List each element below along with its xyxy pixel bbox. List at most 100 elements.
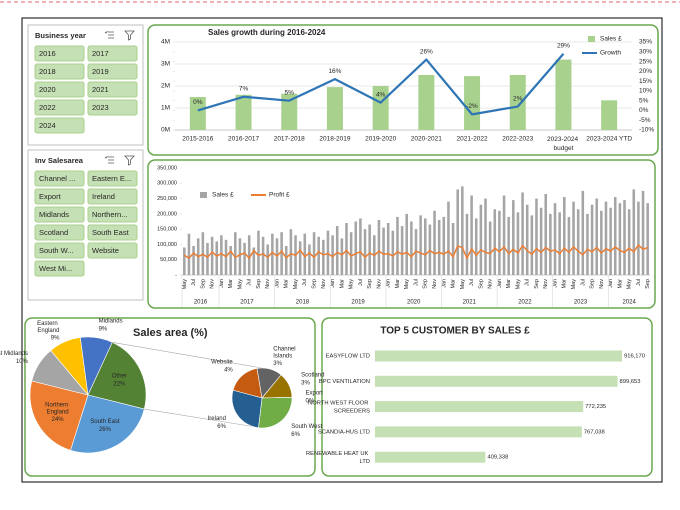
slicer-button[interactable] <box>87 224 138 241</box>
slicer-item[interactable]: West Mi... <box>39 264 72 273</box>
slicer-button[interactable] <box>87 242 138 259</box>
slicer-button[interactable] <box>34 81 85 98</box>
bar <box>623 200 626 275</box>
bar <box>464 76 481 130</box>
pie-slice <box>231 389 263 429</box>
x-tick-label: May <box>293 279 299 290</box>
slicer-item[interactable]: Website <box>92 246 119 255</box>
data-label: 29% <box>557 42 570 49</box>
bar <box>447 201 450 275</box>
pie-value-label: 24% <box>52 417 65 423</box>
clear-filter-icon[interactable] <box>124 155 135 166</box>
slicer-button[interactable] <box>34 242 85 259</box>
bar <box>581 190 585 275</box>
x-tick-label: Sep <box>645 279 651 289</box>
x-tick-label: Mar <box>451 279 457 289</box>
slicer-button[interactable] <box>34 260 85 277</box>
pie-label: South East <box>90 419 120 425</box>
slicer-button[interactable] <box>34 117 85 134</box>
pie-slice <box>87 341 147 410</box>
bar <box>493 209 497 275</box>
bar <box>618 203 622 275</box>
slicer-item[interactable]: 2024 <box>39 121 56 130</box>
slicer-item[interactable]: Channel ... <box>39 174 75 183</box>
bar <box>312 232 316 275</box>
x-tick-label: Jan <box>608 279 614 288</box>
x-tick-label: Sep <box>367 279 373 289</box>
slicer-button[interactable] <box>87 45 138 62</box>
multi-select-icon[interactable] <box>104 30 114 39</box>
slicer-item[interactable]: 2018 <box>39 67 56 76</box>
x-tick-label: Nov <box>210 279 216 289</box>
slicer-button[interactable] <box>34 224 85 241</box>
bar <box>220 235 223 275</box>
slicer-item[interactable]: 2017 <box>92 49 109 58</box>
clear-filter-icon[interactable] <box>124 30 135 41</box>
slicer-button[interactable] <box>87 170 138 187</box>
slicer-button[interactable] <box>34 206 85 223</box>
slicer-button[interactable] <box>87 188 138 205</box>
slicer-button[interactable] <box>34 45 85 62</box>
slicer-button[interactable] <box>87 99 138 116</box>
bar <box>637 201 640 275</box>
slicer-item[interactable]: 2016 <box>39 49 56 58</box>
bar <box>632 189 636 275</box>
y2-tick-label: 35% <box>639 39 652 46</box>
slicer-button[interactable] <box>87 206 138 223</box>
slicer-button[interactable] <box>34 170 85 187</box>
slicer-item[interactable]: 2020 <box>39 85 56 94</box>
slicer-item[interactable]: Midlands <box>39 210 69 219</box>
x-tick-label: Mar <box>562 279 568 289</box>
x-group-label: 2022 <box>518 300 532 306</box>
y2-tick-label: -5% <box>639 117 651 124</box>
slicer-button[interactable] <box>87 63 138 80</box>
x-tick-label: Mar <box>284 279 290 289</box>
bar <box>386 223 390 275</box>
bar <box>502 195 506 275</box>
bar <box>363 229 367 275</box>
y-tick-label: SCANDIA-HUS LTD <box>318 429 370 435</box>
slicer-item[interactable]: 2019 <box>92 67 109 76</box>
bar <box>308 244 311 275</box>
slicer-item[interactable]: 2023 <box>92 103 109 112</box>
pie-value-label: 3% <box>273 361 282 367</box>
slicer-item[interactable]: Scotland <box>39 228 68 237</box>
pie-label: Other <box>112 374 127 380</box>
slicer-title: Business year <box>35 31 86 40</box>
pie-value-label: 9% <box>99 327 108 333</box>
x-tick-label: Sep <box>312 279 318 289</box>
slicer-item[interactable]: Export <box>39 192 62 201</box>
slicer-item[interactable]: 2021 <box>92 85 109 94</box>
slicer-button[interactable] <box>87 81 138 98</box>
slicer-item[interactable]: Northern... <box>92 210 127 219</box>
bar <box>525 204 529 275</box>
bar <box>433 210 436 275</box>
pie-value-label: 4% <box>224 367 233 373</box>
bar <box>189 97 206 130</box>
x-tick-label: Jan <box>330 279 336 288</box>
bar <box>509 75 526 130</box>
x-tick-label: Jul <box>358 279 364 286</box>
slicer-button[interactable] <box>34 188 85 205</box>
x-tick-label: 2015-2016 <box>182 136 213 143</box>
x-tick-label: Nov <box>265 279 271 289</box>
bar <box>234 232 237 275</box>
slicer-item[interactable]: South East <box>92 228 130 237</box>
y2-tick-label: -10% <box>639 127 654 134</box>
slicer-button[interactable] <box>34 99 85 116</box>
slicer-item[interactable]: South W... <box>39 246 74 255</box>
slicer-item[interactable]: Ireland <box>92 192 115 201</box>
pie-label: Midlands <box>99 319 123 325</box>
y2-tick-label: 5% <box>639 97 649 104</box>
slicer-item[interactable]: Eastern E... <box>92 174 131 183</box>
bar <box>229 245 232 275</box>
x-tick-label: Nov <box>321 279 327 289</box>
x-tick-label: Mar <box>506 279 512 289</box>
bar <box>646 203 649 275</box>
bar <box>345 223 348 275</box>
slicer-item[interactable]: 2022 <box>39 103 56 112</box>
slicer-button[interactable] <box>34 63 85 80</box>
bar <box>391 230 395 275</box>
multi-select-icon[interactable] <box>104 155 114 164</box>
x-tick-label: 2020-2021 <box>411 136 442 143</box>
